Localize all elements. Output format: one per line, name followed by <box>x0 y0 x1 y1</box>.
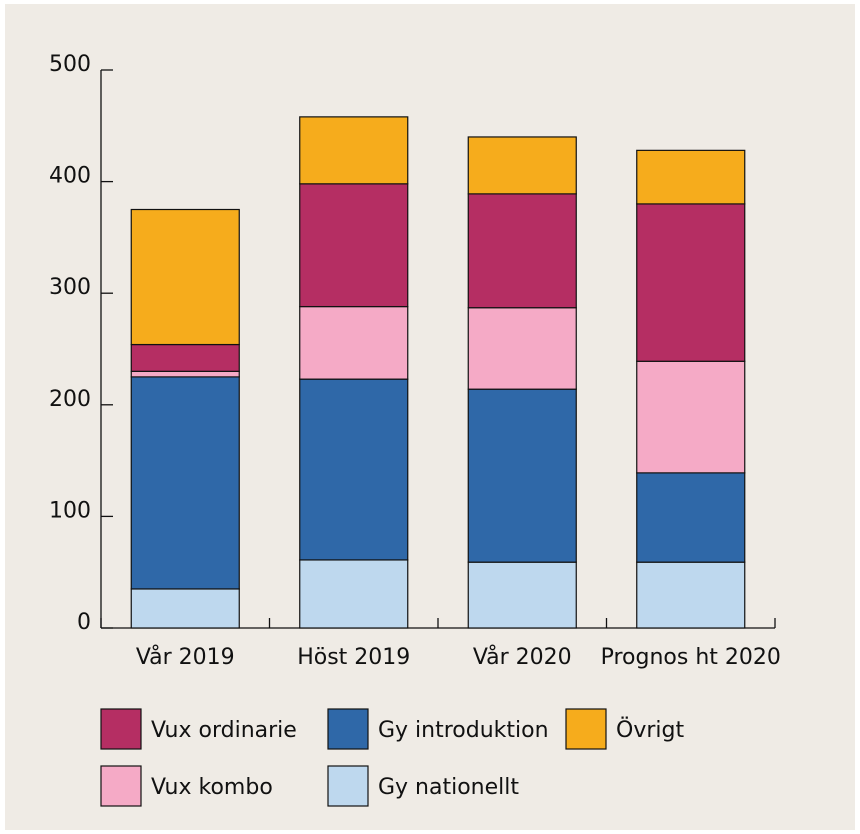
legend-label: Vux ordinarie <box>151 718 297 743</box>
bar-segment-vux-kombo <box>467 307 577 390</box>
bar-segment-gy-nationellt <box>299 559 409 629</box>
legend-swatch <box>327 765 369 807</box>
y-axis: 0 100 200 300 400 500 <box>49 52 113 635</box>
y-tick-label: 0 <box>77 610 91 635</box>
bar-segment--vrigt <box>636 149 746 205</box>
y-tick-label: 100 <box>49 498 91 523</box>
bar-segment-gy-introduktion <box>467 388 577 563</box>
bar-segment-gy-introduktion <box>130 376 240 590</box>
legend: Vux ordinarie Gy introduktion Övrigt Vux ko… <box>100 708 684 807</box>
bar-segment-vux-kombo <box>299 305 409 380</box>
bar-segment-vux-ordinarie <box>299 183 409 308</box>
bar-segment--vrigt <box>130 208 240 346</box>
legend-label: Gy nationellt <box>378 775 519 800</box>
bars <box>130 116 746 629</box>
bar-segment--vrigt <box>467 136 577 195</box>
legend-swatch <box>100 765 142 807</box>
bar-segment-vux-ordinarie <box>467 193 577 309</box>
legend-label: Övrigt <box>616 717 684 743</box>
bar-segment-gy-nationellt <box>467 561 577 629</box>
bar-segment-vux-kombo <box>636 360 746 474</box>
bar-segment-gy-introduktion <box>299 378 409 561</box>
bar-segment-vux-kombo <box>130 370 240 378</box>
x-tick-label: Vår 2020 <box>473 644 572 670</box>
y-tick-label: 400 <box>49 164 91 189</box>
legend-swatch <box>327 708 369 750</box>
y-tick-label: 500 <box>49 52 91 77</box>
x-axis: Vår 2019 Höst 2019 Vår 2020 Prognos ht 2020 <box>100 618 781 670</box>
legend-label: Gy introduktion <box>378 718 549 743</box>
bar-segment-gy-nationellt <box>636 561 746 629</box>
bar-segment-vux-ordinarie <box>636 203 746 362</box>
legend-label: Vux kombo <box>151 775 273 800</box>
y-tick-label: 300 <box>49 275 91 300</box>
x-tick-label: Prognos ht 2020 <box>601 645 781 670</box>
legend-swatch <box>100 708 142 750</box>
x-tick-label: Vår 2019 <box>136 644 235 670</box>
legend-swatch <box>565 708 607 750</box>
bar-segment-gy-nationellt <box>130 588 240 629</box>
y-tick-label: 200 <box>49 387 91 412</box>
bar-segment-gy-introduktion <box>636 472 746 563</box>
x-tick-label: Höst 2019 <box>297 645 410 670</box>
bar-segment--vrigt <box>299 116 409 185</box>
chart-panel: 0 100 200 300 400 500 Vår 2019 Höst 2019 Vår 20… <box>5 4 855 830</box>
bar-segment-vux-ordinarie <box>130 343 240 372</box>
